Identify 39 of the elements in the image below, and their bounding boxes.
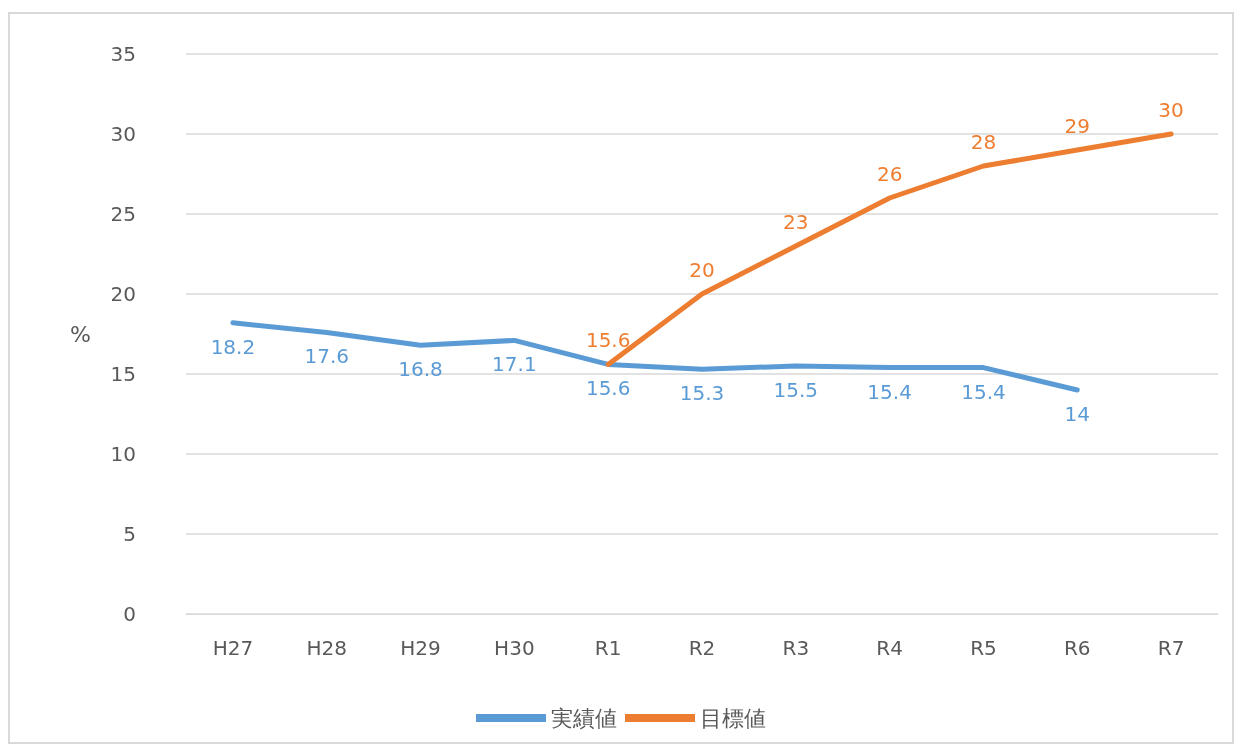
data-label: 16.8 xyxy=(398,357,443,382)
y-tick-label: 20 xyxy=(110,282,136,306)
x-tick-label: H28 xyxy=(306,636,347,660)
data-label: 30 xyxy=(1158,98,1184,122)
legend-label: 実績値 xyxy=(551,705,617,731)
y-tick-label: 0 xyxy=(123,602,136,626)
x-tick-label: R3 xyxy=(782,636,810,660)
data-label: 15.3 xyxy=(679,381,725,406)
data-label: 14 xyxy=(1064,402,1090,426)
x-tick-label: H29 xyxy=(400,636,441,660)
y-tick-label: 25 xyxy=(110,202,136,226)
data-label: 17.6 xyxy=(304,344,349,369)
legend-label: 目標値 xyxy=(700,705,766,731)
x-tick-label: R7 xyxy=(1157,636,1185,660)
x-tick-label: R4 xyxy=(876,636,903,660)
y-tick-label: 5 xyxy=(123,522,136,546)
data-label: 29 xyxy=(1064,114,1090,138)
data-label: 28 xyxy=(970,130,997,154)
data-label: 15.6 xyxy=(585,376,631,401)
y-tick-label: 15 xyxy=(110,362,136,386)
x-tick-label: R1 xyxy=(594,636,622,660)
data-label: 20 xyxy=(689,258,715,282)
x-tick-label: R6 xyxy=(1063,636,1091,660)
y-axis-title: % xyxy=(70,321,91,347)
data-label: 15.4 xyxy=(867,379,912,404)
x-tick-label: H30 xyxy=(494,636,535,660)
x-tick-label: R5 xyxy=(970,636,997,660)
data-label: 23 xyxy=(783,210,809,234)
data-label: 15.6 xyxy=(585,328,631,353)
data-label: 17.1 xyxy=(492,352,537,377)
y-tick-label: 35 xyxy=(110,42,136,66)
y-tick-label: 30 xyxy=(110,122,136,146)
data-label: 26 xyxy=(876,162,903,186)
x-tick-label: H27 xyxy=(212,636,254,660)
x-tick-label: R2 xyxy=(688,636,716,660)
y-tick-label: 10 xyxy=(110,442,136,466)
data-label: 18.2 xyxy=(210,334,256,359)
data-label: 15.5 xyxy=(773,378,819,402)
data-label: 15.4 xyxy=(961,379,1006,404)
